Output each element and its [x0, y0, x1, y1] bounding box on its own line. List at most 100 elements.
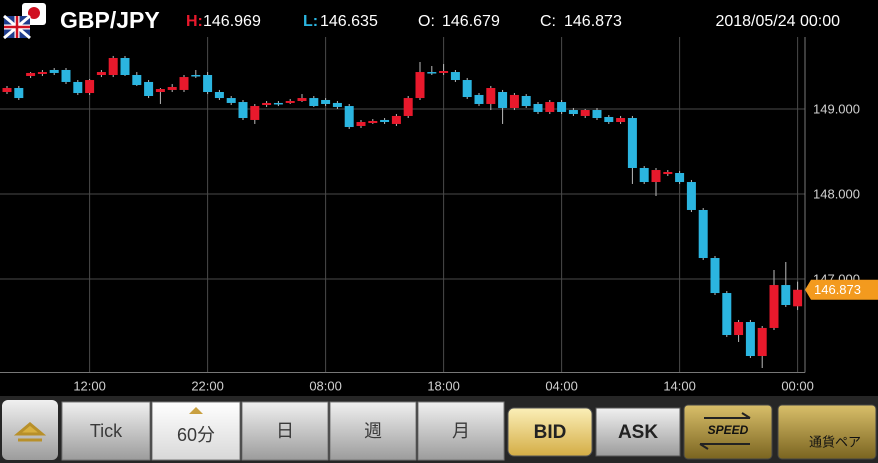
candle-body — [734, 322, 744, 336]
last-price-tag — [805, 279, 878, 300]
candle-body — [203, 75, 213, 92]
candle-body — [651, 170, 661, 183]
candle-body — [120, 58, 130, 75]
tab-button[interactable] — [61, 401, 151, 461]
tab-button[interactable] — [417, 401, 505, 461]
price-mode-button[interactable] — [507, 407, 593, 457]
tab-button[interactable] — [241, 401, 329, 461]
candle-body — [781, 285, 791, 306]
tab-label: 週 — [364, 421, 382, 441]
candle-body — [745, 322, 755, 357]
candle-body — [663, 171, 673, 175]
candle-body — [49, 69, 59, 73]
candle-body — [391, 115, 401, 124]
candle-body — [85, 80, 95, 94]
candle-body — [2, 88, 12, 92]
speed-label: SPEED — [708, 423, 749, 437]
tab-label: 日 — [276, 421, 294, 441]
candle-body — [144, 81, 154, 96]
candle-body — [61, 69, 71, 82]
candle-body — [344, 106, 354, 128]
candle-body — [262, 102, 272, 106]
candle-body — [403, 98, 413, 116]
candle-body — [616, 118, 626, 123]
close-label: C: — [540, 13, 556, 30]
high-label: H: — [186, 13, 203, 30]
candle-body — [686, 182, 696, 210]
tab-label: 60分 — [177, 425, 215, 445]
datetime: 2018/05/24 00:00 — [715, 13, 840, 30]
y-tick-label: 148.000 — [813, 186, 860, 201]
high-value: 146.969 — [203, 13, 261, 30]
candle-body — [108, 58, 118, 75]
x-tick-label: 18:00 — [427, 378, 460, 393]
x-tick-label: 12:00 — [73, 378, 106, 393]
candle-body — [604, 116, 614, 123]
x-tick-label: 00:00 — [781, 378, 814, 393]
close-value: 146.873 — [564, 13, 622, 30]
candle-body — [698, 209, 708, 259]
speed-arrows — [699, 412, 751, 450]
candle-body — [191, 75, 201, 77]
x-tick-label: 22:00 — [191, 378, 224, 393]
pair-button[interactable] — [777, 404, 877, 460]
candle-body — [226, 98, 236, 103]
candle-body — [427, 72, 437, 74]
tab-button[interactable] — [329, 401, 417, 461]
candle-body — [368, 120, 378, 124]
candle-body — [285, 101, 295, 103]
candle-body — [675, 173, 685, 183]
x-tick-label: 04:00 — [545, 378, 578, 393]
candle-body — [73, 81, 83, 94]
candle-body — [486, 88, 496, 104]
price-mode-label: BID — [534, 422, 567, 443]
candle-body — [793, 289, 803, 307]
price-mode-button[interactable] — [595, 407, 681, 457]
pair-label: 通貨ペア — [809, 434, 861, 449]
candle-body — [14, 88, 24, 99]
open-value: 146.679 — [442, 13, 500, 30]
candle-body — [545, 102, 555, 112]
candle-body — [568, 110, 578, 115]
candle-body — [356, 122, 366, 126]
candle-body — [769, 285, 779, 328]
tab-label: Tick — [90, 421, 123, 441]
low-value: 146.635 — [320, 13, 378, 30]
open-label: O: — [418, 13, 435, 30]
collapse-button[interactable] — [2, 400, 58, 460]
candle-body — [450, 72, 460, 81]
selected-indicator — [189, 407, 203, 414]
x-tick-label: 08:00 — [309, 378, 342, 393]
candle-body — [273, 102, 283, 105]
candle-body — [592, 110, 602, 119]
candle-body — [332, 102, 342, 107]
candle-body — [474, 94, 484, 104]
candle-body — [498, 92, 508, 108]
price-mode-label: ASK — [618, 422, 658, 443]
candle-body — [710, 258, 720, 294]
candle-body — [250, 106, 260, 120]
candle-body — [297, 98, 307, 102]
candle-body — [26, 72, 36, 77]
candle-body — [214, 92, 224, 99]
candle-body — [533, 103, 543, 112]
toolbar-buttons: Tick 60分 日 週 月 BID ASK SPEED 通貨ペア — [61, 401, 877, 461]
candle-body — [557, 102, 567, 112]
candle-body — [509, 94, 519, 108]
candle-body — [96, 72, 106, 75]
candle-body — [639, 167, 649, 183]
candle-body — [757, 327, 767, 357]
tab-label: 月 — [452, 421, 470, 441]
candle-body — [167, 86, 177, 90]
candle-body — [439, 71, 449, 73]
candle-body — [521, 95, 531, 107]
low-label: L: — [303, 13, 318, 30]
candle-body — [155, 89, 165, 92]
candle-body — [380, 119, 390, 123]
candle-body — [580, 110, 590, 116]
candle-body — [462, 80, 472, 98]
